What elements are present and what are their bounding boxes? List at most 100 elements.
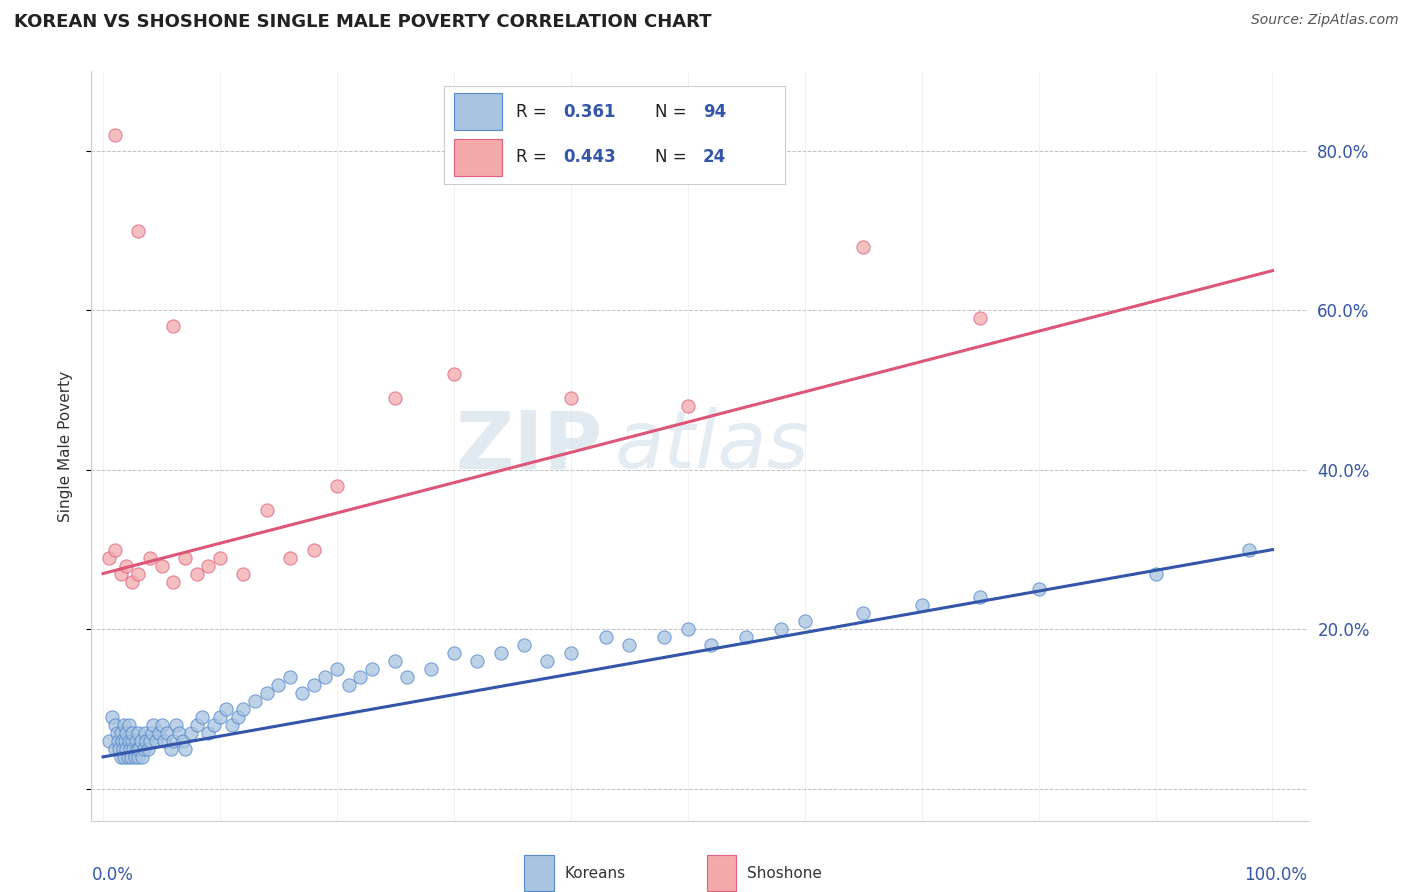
Point: [595, 630, 617, 644]
Point: [135, 734, 157, 748]
Point: [314, 670, 336, 684]
Point: [125, 742, 148, 756]
Text: Source: ZipAtlas.com: Source: ZipAtlas.com: [1251, 13, 1399, 28]
Point: [852, 607, 875, 621]
Point: [156, 726, 179, 740]
Point: [396, 670, 419, 684]
Point: [489, 646, 512, 660]
Text: 100.0%: 100.0%: [1244, 865, 1308, 884]
Point: [560, 646, 582, 660]
Point: [186, 566, 208, 581]
Point: [291, 686, 314, 700]
Point: [162, 574, 184, 589]
Point: [349, 670, 371, 684]
Point: [132, 742, 155, 756]
Point: [162, 319, 184, 334]
Point: [160, 742, 183, 756]
Point: [107, 734, 129, 748]
Point: [150, 558, 173, 573]
Point: [110, 726, 132, 740]
Point: [770, 623, 793, 637]
Point: [232, 566, 254, 581]
Point: [115, 742, 138, 756]
Point: [162, 734, 184, 748]
Point: [174, 550, 197, 565]
Point: [560, 391, 582, 405]
Point: [232, 702, 254, 716]
Point: [145, 734, 167, 748]
Point: [302, 542, 325, 557]
Point: [180, 726, 202, 740]
Point: [337, 678, 360, 692]
Point: [302, 678, 325, 692]
Point: [676, 399, 699, 413]
Point: [654, 630, 676, 644]
Point: [105, 726, 128, 740]
Point: [278, 670, 301, 684]
Point: [969, 591, 991, 605]
Point: [131, 750, 153, 764]
Point: [110, 566, 132, 581]
Point: [326, 479, 349, 493]
Text: 0.0%: 0.0%: [91, 865, 134, 884]
Point: [127, 224, 149, 238]
Point: [197, 558, 219, 573]
Point: [121, 574, 143, 589]
Point: [619, 638, 641, 652]
Point: [676, 623, 699, 637]
Point: [118, 734, 141, 748]
Point: [114, 734, 136, 748]
Point: [125, 734, 148, 748]
Point: [112, 718, 135, 732]
Point: [202, 718, 225, 732]
Point: [115, 726, 138, 740]
Point: [150, 718, 173, 732]
Point: [700, 638, 723, 652]
Text: ZIP: ZIP: [456, 407, 602, 485]
Point: [111, 734, 134, 748]
Point: [384, 654, 406, 668]
Point: [118, 742, 141, 756]
Point: [148, 726, 170, 740]
Point: [104, 742, 127, 756]
Point: [120, 750, 142, 764]
Point: [465, 654, 488, 668]
Point: [208, 710, 231, 724]
Text: KOREAN VS SHOSHONE SINGLE MALE POVERTY CORRELATION CHART: KOREAN VS SHOSHONE SINGLE MALE POVERTY C…: [14, 13, 711, 31]
Point: [174, 742, 197, 756]
Text: atlas: atlas: [614, 407, 808, 485]
Point: [127, 566, 149, 581]
Point: [326, 662, 349, 676]
Point: [215, 702, 238, 716]
Point: [172, 734, 194, 748]
Point: [142, 718, 165, 732]
Point: [165, 718, 187, 732]
Point: [110, 750, 132, 764]
Point: [129, 734, 152, 748]
Point: [97, 734, 120, 748]
Point: [443, 646, 465, 660]
Point: [361, 662, 384, 676]
Point: [117, 750, 139, 764]
Point: [139, 734, 162, 748]
Point: [104, 542, 127, 557]
Point: [136, 742, 159, 756]
Point: [1144, 566, 1167, 581]
Point: [197, 726, 219, 740]
Point: [384, 391, 406, 405]
Point: [97, 550, 120, 565]
Point: [115, 558, 138, 573]
Point: [104, 718, 127, 732]
Point: [101, 710, 124, 724]
Point: [226, 710, 249, 724]
Point: [191, 710, 214, 724]
Point: [278, 550, 301, 565]
Point: [1028, 582, 1050, 597]
Point: [112, 750, 135, 764]
Point: [139, 550, 162, 565]
Point: [141, 726, 163, 740]
Point: [153, 734, 176, 748]
Point: [134, 726, 156, 740]
Point: [513, 638, 536, 652]
Point: [793, 615, 815, 629]
